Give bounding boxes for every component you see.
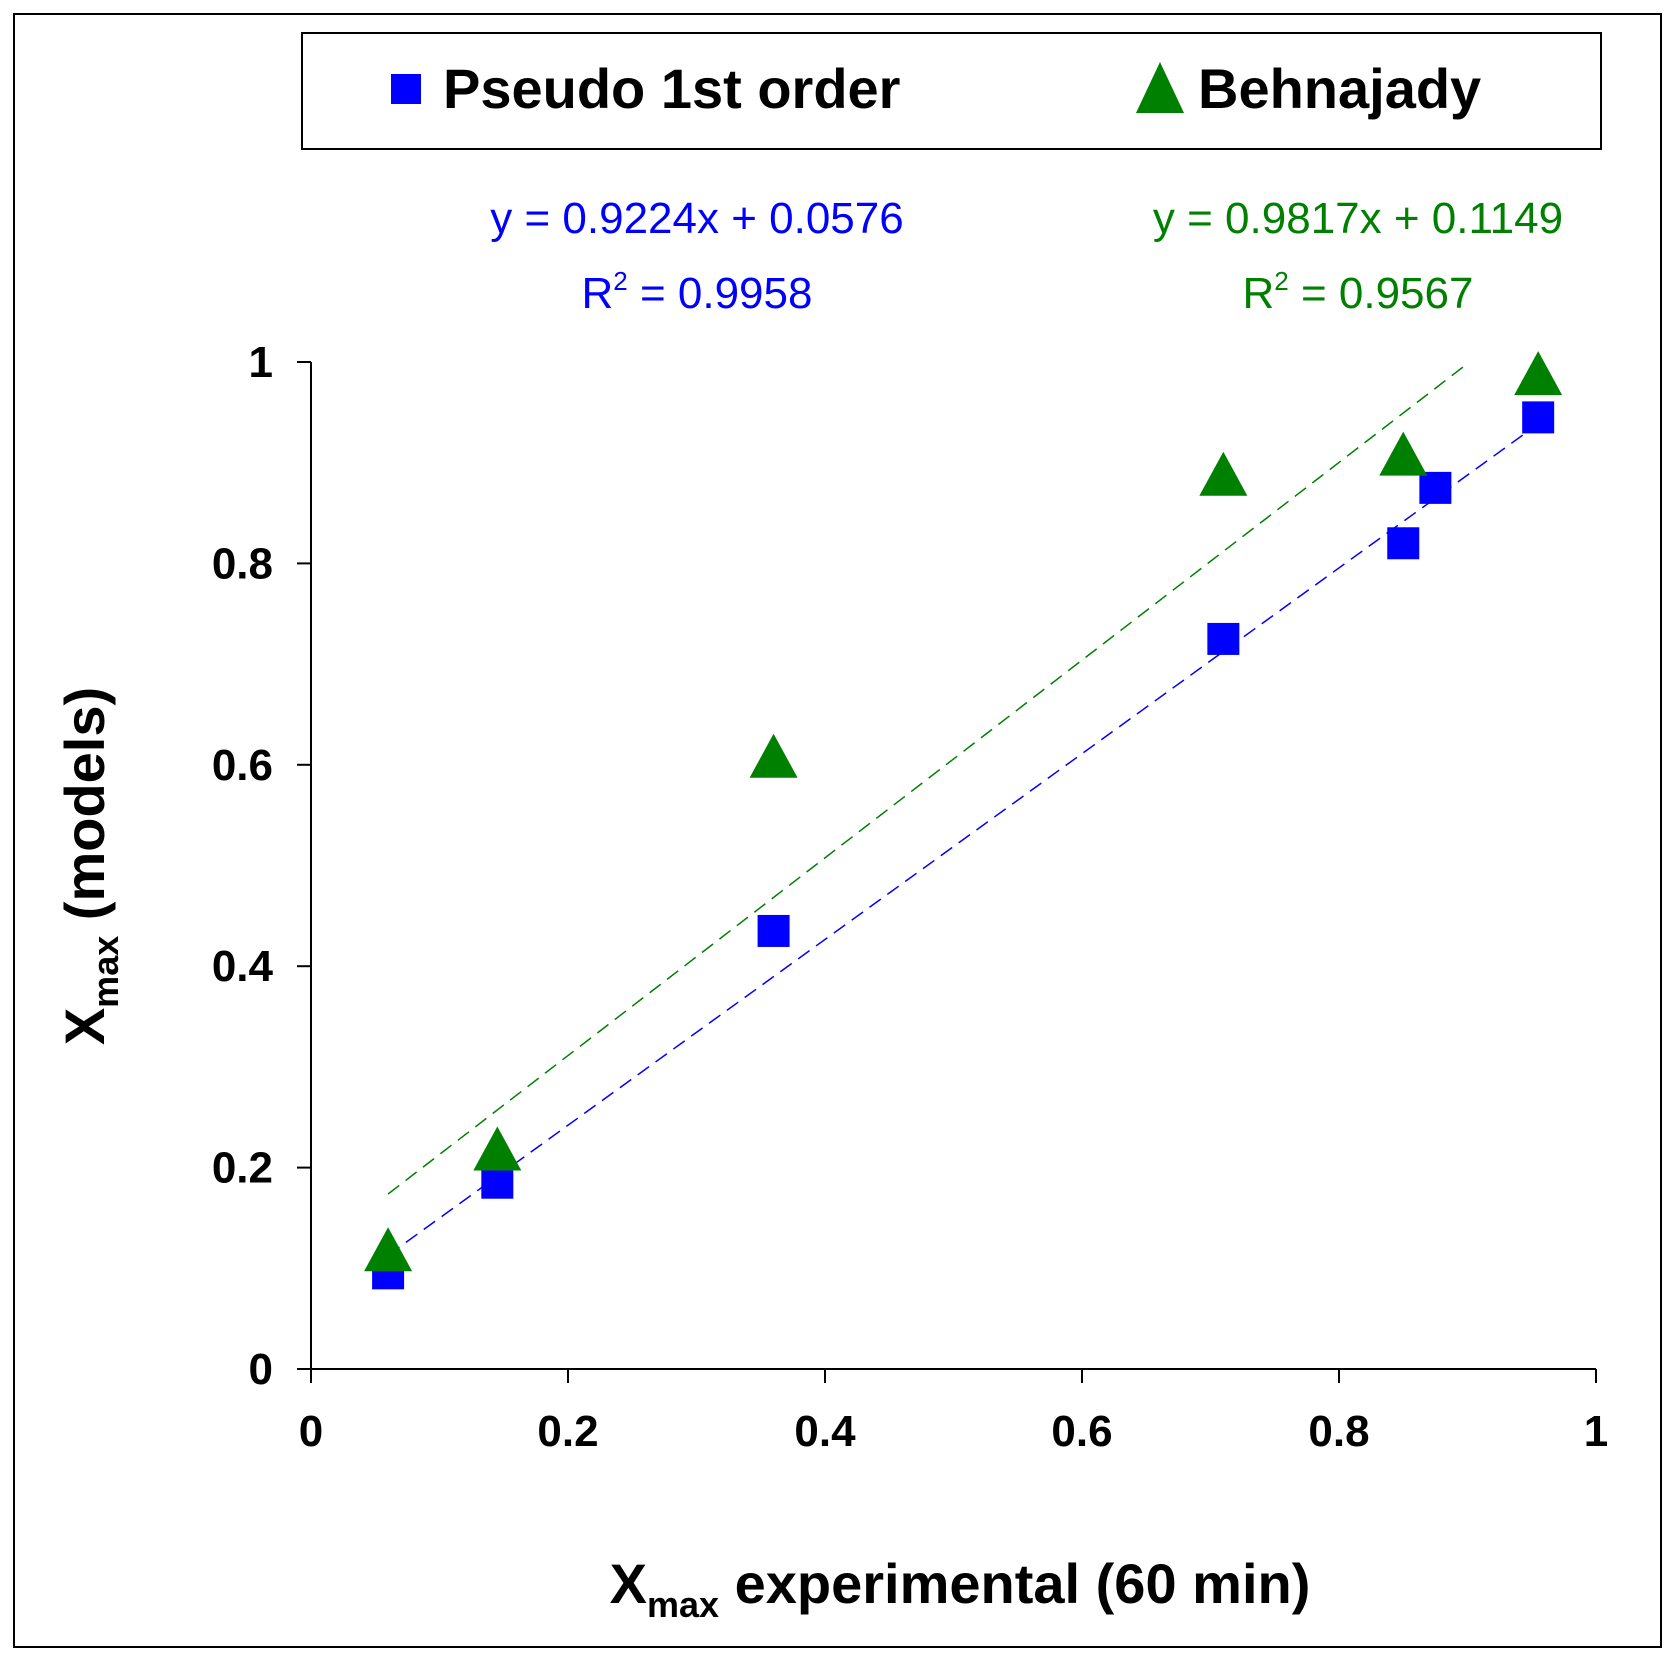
legend-box: [301, 32, 1602, 150]
data-point-behnajady: [473, 1126, 522, 1171]
y-tick-label: 0.4: [212, 942, 274, 991]
x-tick-label: 0.8: [1308, 1407, 1369, 1456]
data-markers: [364, 351, 1563, 1290]
trendline-behnajady: [387, 362, 1468, 1195]
data-point-behnajady: [1379, 431, 1428, 476]
y-axis-title-rest: (models): [53, 687, 116, 936]
r2-superscript: 2: [1274, 266, 1288, 296]
data-point-pseudo-1st-order: [757, 914, 790, 947]
x-tick-label: 0: [299, 1407, 323, 1456]
y-tick-label: 0: [249, 1345, 273, 1394]
equation-behnajady: y = 0.9817x + 0.1149: [1153, 194, 1563, 243]
r-squared-behnajady: R2 = 0.9567: [1243, 266, 1474, 318]
data-point-behnajady: [1199, 451, 1248, 496]
data-point-pseudo-1st-order: [1522, 401, 1555, 434]
y-axis-title-main: X: [53, 1008, 116, 1045]
chart-frame: [13, 13, 1662, 1648]
x-tick-label: 0.4: [794, 1407, 856, 1456]
x-axis-title-subscript: max: [647, 1584, 719, 1625]
axis-ticks: 0 0.2 0.4 0.6 0.8 1 0 0.2 0.4 0.6 0.8 1: [212, 338, 1608, 1456]
x-tick-label: 1: [1584, 1407, 1608, 1456]
x-tick-label: 0.2: [537, 1407, 598, 1456]
data-point-behnajady: [749, 733, 798, 778]
legend-marker-pseudo-first-order: [391, 74, 421, 104]
y-axis-title: Xmax (models): [53, 687, 126, 1045]
x-tick-label: 0.6: [1051, 1407, 1112, 1456]
r2-value: = 0.9567: [1289, 269, 1474, 318]
x-axis-title-main: X: [610, 1552, 647, 1615]
y-tick-label: 0.2: [212, 1144, 273, 1193]
data-point-behnajady: [1514, 351, 1563, 396]
r2-prefix: R: [582, 269, 614, 318]
data-point-pseudo-1st-order: [481, 1166, 514, 1199]
x-axis-title-rest: experimental (60 min): [719, 1552, 1310, 1615]
r2-value: = 0.9958: [628, 269, 813, 318]
legend-label-behnajady: Behnajady: [1198, 57, 1481, 120]
data-point-pseudo-1st-order: [1387, 527, 1420, 560]
x-axis-title: Xmax experimental (60 min): [610, 1552, 1311, 1625]
legend: Pseudo 1st order Behnajady: [301, 32, 1602, 150]
r2-superscript: 2: [613, 266, 627, 296]
regression-annotations: y = 0.9224x + 0.0576 R2 = 0.9958 y = 0.9…: [490, 194, 1563, 318]
equation-pseudo-first-order: y = 0.9224x + 0.0576: [490, 194, 903, 243]
r2-prefix: R: [1243, 269, 1275, 318]
data-point-behnajady: [364, 1227, 413, 1272]
y-axis-title-subscript: max: [85, 936, 126, 1008]
trendlines: [387, 362, 1539, 1256]
legend-marker-behnajady: [1136, 62, 1184, 113]
trendline-pseudo-1st-order: [387, 423, 1539, 1256]
legend-label-pseudo-first-order: Pseudo 1st order: [443, 57, 900, 120]
y-tick-label: 1: [249, 338, 273, 387]
data-point-pseudo-1st-order: [1207, 622, 1240, 655]
y-tick-label: 0.6: [212, 741, 273, 790]
data-point-pseudo-1st-order: [1419, 471, 1452, 504]
r-squared-pseudo-first-order: R2 = 0.9958: [582, 266, 813, 318]
y-tick-label: 0.8: [212, 539, 273, 588]
